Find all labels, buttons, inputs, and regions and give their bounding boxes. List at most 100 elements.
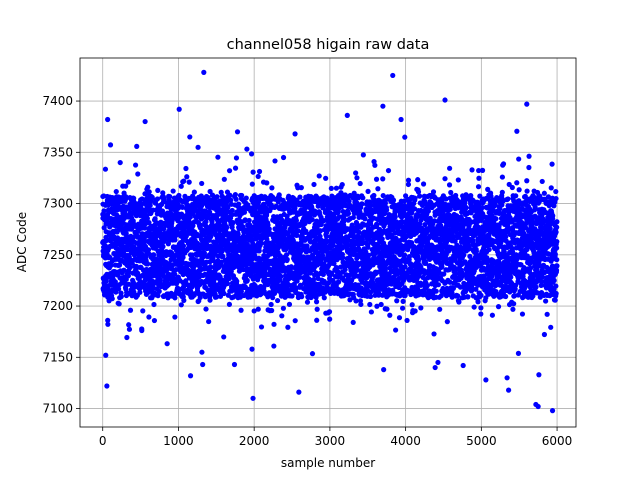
- data-point: [125, 179, 131, 185]
- data-point: [181, 297, 187, 303]
- data-point: [435, 282, 442, 288]
- data-point: [116, 262, 123, 268]
- data-point: [118, 293, 124, 299]
- data-point: [249, 346, 255, 352]
- data-point: [412, 195, 418, 201]
- data-point: [266, 226, 272, 232]
- data-point: [208, 233, 214, 239]
- data-point: [172, 314, 178, 320]
- data-point: [172, 295, 178, 301]
- data-point: [220, 253, 226, 259]
- data-point: [316, 173, 322, 179]
- data-point: [401, 252, 408, 258]
- data-point: [250, 169, 256, 175]
- data-point: [433, 288, 439, 294]
- data-point: [233, 155, 240, 161]
- data-point: [244, 146, 250, 152]
- data-point: [155, 187, 161, 194]
- data-point: [164, 341, 170, 347]
- data-point: [430, 189, 437, 195]
- data-point: [375, 186, 381, 192]
- data-point: [244, 277, 250, 284]
- data-point: [362, 216, 368, 222]
- data-point: [416, 257, 422, 263]
- data-point: [313, 299, 320, 305]
- data-point: [195, 144, 201, 150]
- data-point: [412, 308, 418, 314]
- data-point: [243, 195, 249, 201]
- data-point: [178, 302, 184, 308]
- data-point: [172, 271, 178, 277]
- data-point: [190, 223, 196, 229]
- data-point: [190, 210, 196, 216]
- data-point: [476, 175, 482, 181]
- data-point: [455, 177, 461, 183]
- data-point: [367, 293, 374, 300]
- data-point: [372, 162, 378, 168]
- data-point: [151, 301, 157, 308]
- data-point: [114, 235, 121, 241]
- data-point: [393, 327, 399, 333]
- data-point: [137, 289, 143, 295]
- data-point: [268, 301, 274, 308]
- data-point: [144, 215, 150, 222]
- data-point: [292, 318, 298, 324]
- data-point: [357, 180, 363, 187]
- data-point: [326, 309, 333, 315]
- data-point: [229, 207, 235, 214]
- data-point: [116, 286, 122, 292]
- data-point: [151, 317, 158, 324]
- data-point: [299, 294, 305, 300]
- data-point: [311, 181, 317, 188]
- data-point: [271, 321, 277, 327]
- data-point: [365, 188, 371, 194]
- data-point: [105, 317, 111, 323]
- data-point: [214, 194, 220, 200]
- data-point: [218, 189, 224, 195]
- data-point: [180, 254, 186, 260]
- data-point: [409, 302, 415, 308]
- data-point: [327, 316, 333, 322]
- data-point: [475, 184, 482, 190]
- data-point: [248, 151, 255, 157]
- data-point: [284, 256, 290, 263]
- data-point: [358, 301, 364, 308]
- data-point: [145, 247, 152, 253]
- data-point: [201, 250, 208, 256]
- data-point: [345, 210, 352, 217]
- data-point: [216, 222, 223, 229]
- data-point: [314, 317, 320, 323]
- data-point: [107, 142, 114, 148]
- data-point: [157, 276, 163, 282]
- data-point: [213, 294, 220, 300]
- data-point: [177, 251, 183, 257]
- data-point: [280, 154, 287, 161]
- data-point: [226, 301, 233, 307]
- data-point: [271, 290, 278, 296]
- data-point: [181, 178, 187, 184]
- data-point: [101, 208, 107, 214]
- data-point: [146, 314, 152, 320]
- data-point: [113, 188, 119, 195]
- data-point: [139, 327, 145, 334]
- data-point: [221, 290, 227, 297]
- data-point: [184, 174, 190, 180]
- data-point: [471, 304, 477, 310]
- data-point: [269, 307, 275, 314]
- data-point: [215, 154, 221, 160]
- data-point: [279, 313, 285, 319]
- data-point: [465, 294, 471, 300]
- data-point: [191, 189, 197, 195]
- data-point: [178, 183, 184, 189]
- data-point: [108, 262, 114, 268]
- data-point: [224, 225, 230, 231]
- data-point: [222, 211, 229, 217]
- data-point: [442, 176, 448, 182]
- data-point: [378, 301, 384, 308]
- data-point: [151, 252, 157, 258]
- data-point: [444, 319, 450, 325]
- data-point: [123, 194, 129, 200]
- data-point: [394, 298, 400, 304]
- data-point: [199, 180, 205, 187]
- data-point: [135, 171, 141, 177]
